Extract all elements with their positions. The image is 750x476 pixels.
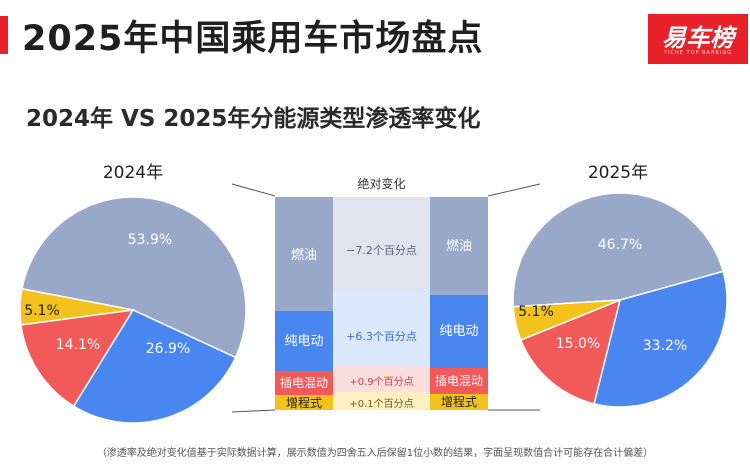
bar-2024-label-bev: 纯电动 — [284, 334, 323, 349]
change-label-phev: +0.9个百分点 — [349, 376, 413, 388]
connector-line-left-top — [231, 183, 276, 197]
bar-2024-bev — [275, 311, 333, 371]
page-title: 2025年中国乘用车市场盘点 — [22, 19, 484, 59]
bar-2025-fuel — [430, 197, 488, 295]
footnote: （渗透率及绝对变化值基于实际数据计算，展示数值为四舍五入后保留1位小数的结果，字… — [96, 448, 654, 459]
change-band-phev — [333, 366, 430, 392]
change-band-fuel — [333, 197, 430, 290]
bar-2025-label-fuel: 燃油 — [446, 238, 472, 254]
pie-2024-year-label: 2024年 — [103, 163, 163, 183]
bar-2024-label-phev: 插电混动 — [280, 376, 328, 390]
pie-2025-year-label: 2025年 — [588, 163, 648, 183]
pie-2025-slice-erev — [512, 299, 621, 341]
pie-2024-slice-bev — [72, 309, 237, 424]
logo-text: 易车榜 — [662, 24, 734, 52]
pie-2025-slice-phev — [519, 298, 622, 405]
bar-2025-phev — [430, 368, 488, 394]
bar-2025-label-phev: 插电混动 — [435, 374, 483, 388]
logo-subtext: YICHE TOP RANKING — [664, 50, 732, 56]
bar-2025-label-erev: 增程式 — [441, 394, 477, 409]
bar-2024-phev — [275, 371, 333, 395]
pie-2025-label-phev: 15.0% — [556, 336, 600, 352]
chart-subtitle: 2024年 VS 2025年分能源类型渗透率变化 — [26, 106, 481, 132]
pie-2025-label-fuel: 46.7% — [598, 237, 642, 253]
change-column-heading: 绝对变化 — [357, 176, 405, 191]
pie-2024-label-erev: 5.1% — [24, 303, 60, 319]
connector-line-right-top — [487, 183, 541, 197]
bar-2025-erev — [430, 394, 488, 410]
pie-2024-slice-fuel — [21, 196, 247, 359]
bar-2025-bev — [430, 295, 488, 368]
change-label-bev: +6.3个百分点 — [346, 330, 417, 343]
pie-2024-label-bev: 26.9% — [146, 341, 190, 357]
pie-2025-slice-bev — [593, 270, 728, 408]
title-accent-bar — [0, 16, 8, 54]
change-band-bev — [333, 290, 430, 366]
pie-2025-slice-fuel — [512, 192, 725, 308]
bar-2025-label-bev: 纯电动 — [439, 324, 478, 339]
change-label-erev: +0.1个百分点 — [349, 398, 413, 410]
connector-line-left-bottom — [231, 409, 276, 413]
pie-2024-slice-phev — [20, 309, 135, 408]
change-band-erev — [333, 392, 430, 410]
pie-2024-label-phev: 14.1% — [56, 337, 100, 353]
bar-2024-label-erev: 增程式 — [286, 395, 322, 410]
pie-2025-label-erev: 5.1% — [518, 304, 554, 320]
pie-2024-label-fuel: 53.9% — [128, 232, 172, 248]
pie-2024-slice-erev — [19, 287, 134, 326]
pie-2025-label-bev: 33.2% — [643, 338, 687, 354]
bar-2024-fuel — [275, 197, 333, 311]
bar-2024-erev — [275, 395, 333, 410]
brand-logo: 易车榜 YICHE TOP RANKING — [648, 14, 748, 64]
change-label-fuel: −7.2个百分点 — [346, 244, 417, 257]
bar-2024-label-fuel: 燃油 — [291, 247, 317, 263]
